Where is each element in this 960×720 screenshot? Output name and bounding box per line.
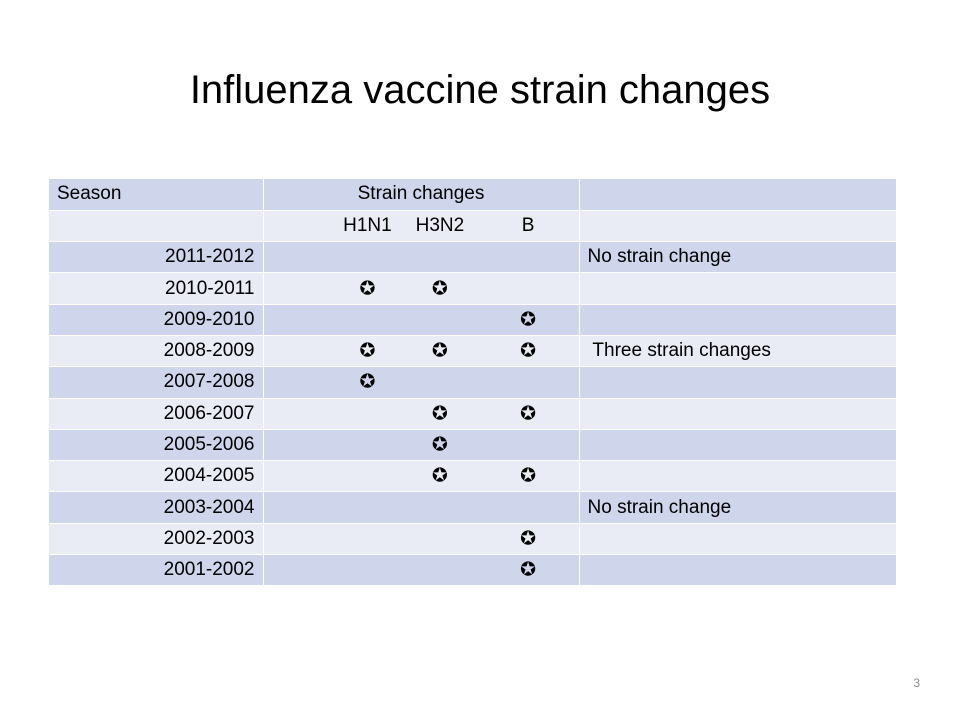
subheader-strains: H1N1 H3N2 B — [263, 210, 580, 243]
strain-change-cell: ✪ — [263, 366, 580, 399]
season-cell: 2010-2011 — [49, 272, 264, 305]
season-cell: 2011-2012 — [49, 241, 264, 274]
season-cell: 2009-2010 — [49, 304, 264, 336]
header-season: Season — [49, 179, 264, 211]
season-cell: 2002-2003 — [49, 523, 264, 556]
note-cell — [579, 460, 897, 493]
season-cell: 2001-2002 — [49, 554, 264, 587]
h3n2-change-star-icon: ✪ — [431, 340, 448, 362]
note-cell — [579, 272, 897, 305]
h3n2-change-star-icon: ✪ — [431, 465, 448, 487]
note-cell: Three strain changes — [579, 335, 897, 368]
strain-change-cell: ✪ — [263, 523, 580, 556]
strain-change-cell: ✪ — [263, 304, 580, 336]
b-change-star-icon: ✪ — [520, 528, 537, 550]
season-cell: 2007-2008 — [49, 366, 264, 399]
table-row: 2006-2007 ✪ ✪ — [49, 398, 897, 430]
h3n2-change-star-icon: ✪ — [431, 403, 448, 425]
note-cell — [579, 398, 897, 430]
header-extra — [579, 179, 897, 211]
table-row: 2009-2010 ✪ — [49, 304, 897, 336]
page-number: 3 — [913, 676, 920, 690]
table-row: 2001-2002 ✪ — [49, 554, 897, 587]
strain-change-cell: ✪ — [263, 554, 580, 587]
subheader-h1n1: H1N1 — [343, 214, 392, 236]
subheader-b: B — [521, 214, 535, 236]
subheader-empty — [49, 210, 264, 243]
h1n1-change-star-icon: ✪ — [359, 278, 376, 300]
header-strain-changes: Strain changes — [263, 179, 580, 211]
b-change-star-icon: ✪ — [520, 309, 537, 331]
b-change-star-icon: ✪ — [520, 340, 537, 362]
table-row: 2010-2011 ✪ ✪ — [49, 272, 897, 305]
season-cell: 2004-2005 — [49, 460, 264, 493]
strain-change-cell — [263, 241, 580, 274]
season-cell: 2008-2009 — [49, 335, 264, 368]
table-row: 2005-2006 ✪ — [49, 429, 897, 462]
b-change-star-icon: ✪ — [520, 465, 537, 487]
strain-change-cell: ✪ ✪ — [263, 272, 580, 305]
table-row: 2004-2005 ✪ ✪ — [49, 460, 897, 493]
strain-change-cell: ✪ ✪ ✪ — [263, 335, 580, 368]
note-cell: No strain change — [579, 241, 897, 274]
h1n1-change-star-icon: ✪ — [359, 340, 376, 362]
strain-change-cell — [263, 491, 580, 524]
slide-title: Influenza vaccine strain changes — [189, 68, 771, 112]
strain-change-cell: ✪ — [263, 429, 580, 462]
strain-change-cell: ✪ ✪ — [263, 460, 580, 493]
table-row: 2008-2009 ✪ ✪ ✪ Three strain changes — [49, 335, 897, 368]
table-subheader-row: H1N1 H3N2 B — [49, 210, 897, 243]
table-row: 2011-2012 No strain change — [49, 241, 897, 274]
b-change-star-icon: ✪ — [520, 559, 537, 581]
season-cell: 2006-2007 — [49, 398, 264, 430]
h3n2-change-star-icon: ✪ — [431, 434, 448, 456]
note-cell: No strain change — [579, 491, 897, 524]
season-cell: 2005-2006 — [49, 429, 264, 462]
table-row: 2002-2003 ✪ — [49, 523, 897, 556]
note-cell — [579, 523, 897, 556]
subheader-h3n2: H3N2 — [415, 214, 465, 236]
table-row: 2007-2008 ✪ — [49, 366, 897, 399]
table-header-row: Season Strain changes — [49, 179, 897, 211]
b-change-star-icon: ✪ — [520, 403, 537, 425]
note-cell — [579, 304, 897, 336]
table-row: 2003-2004 No strain change — [49, 491, 897, 524]
note-cell — [579, 554, 897, 587]
subheader-note — [579, 210, 897, 243]
note-cell — [579, 366, 897, 399]
note-cell — [579, 429, 897, 462]
h1n1-change-star-icon: ✪ — [359, 371, 376, 393]
strain-changes-table: Season Strain changes H1N1 H3N2 B 2011-2… — [49, 179, 897, 587]
strain-change-cell: ✪ ✪ — [263, 398, 580, 430]
h3n2-change-star-icon: ✪ — [431, 278, 448, 300]
season-cell: 2003-2004 — [49, 491, 264, 524]
